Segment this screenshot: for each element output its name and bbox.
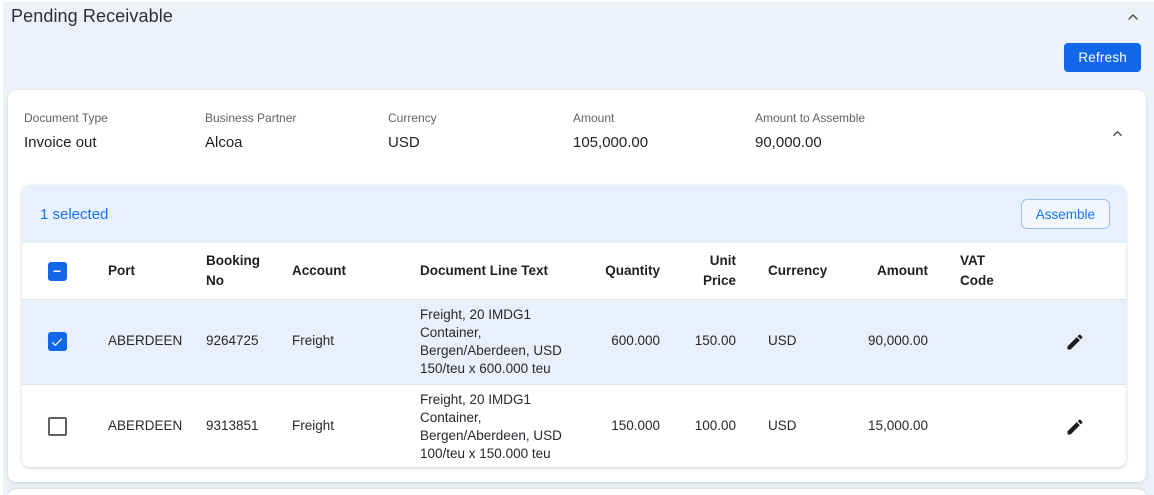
field-label: Business Partner <box>205 111 297 125</box>
table-row[interactable]: ABERDEEN 9264725 Freight Freight, 20 IMD… <box>22 299 1126 384</box>
table-header-row: Port Booking No Account Document Line Te… <box>22 243 1126 300</box>
field-value: Alcoa <box>205 134 243 151</box>
field-label: Currency <box>388 111 437 125</box>
document-lines-section: 1 selected Assemble Port Booking No <box>22 185 1126 467</box>
chevron-up-icon <box>1128 14 1138 20</box>
assemble-button[interactable]: Assemble <box>1020 199 1110 229</box>
field-label: Amount <box>573 111 615 125</box>
field-value: USD <box>388 134 420 151</box>
cell-currency: USD <box>752 383 851 467</box>
header-actions <box>1024 243 1126 300</box>
cell-port: ABERDEEN <box>108 333 183 349</box>
cell-vat-code <box>944 299 1024 384</box>
pencil-icon <box>1067 333 1083 349</box>
cell-currency: USD <box>768 333 797 349</box>
card-collapse-button[interactable] <box>1106 122 1128 144</box>
cell-line-text: Freight, 20 IMDG1 Container, Bergen/Aber… <box>404 383 578 467</box>
field-value: 90,000.00 <box>755 134 822 151</box>
cell-vat-code <box>944 383 1024 467</box>
header-line-text: Document Line Text <box>404 243 578 300</box>
field-value: 105,000.00 <box>573 134 649 151</box>
cell-amount: 15,000.00 <box>851 383 944 467</box>
header-account: Account <box>276 243 404 300</box>
lines-table: Port Booking No Account Document Line Te… <box>22 243 1126 467</box>
panel-collapse-button[interactable] <box>1122 6 1144 28</box>
field-value: Invoice out <box>24 134 97 151</box>
next-panel-top-edge <box>8 489 1146 495</box>
refresh-button[interactable]: Refresh <box>1064 43 1141 72</box>
header-unit-price: Unit Price <box>676 243 752 300</box>
edit-row-button[interactable] <box>1059 326 1091 358</box>
header-currency: Currency <box>752 243 851 300</box>
select-all-checkbox[interactable] <box>47 261 67 281</box>
selection-toolbar: 1 selected Assemble <box>22 185 1126 243</box>
field-label: Document Type <box>24 111 108 125</box>
header-port: Port <box>92 243 190 300</box>
field-amount: Amount 105,000.00 <box>573 111 755 151</box>
cell-booking-no: 9264725 <box>206 333 259 349</box>
cell-unit-price: 100.00 <box>676 383 752 467</box>
cell-unit-price: 150.00 <box>694 333 736 349</box>
header-quantity: Quantity <box>578 243 676 300</box>
field-currency: Currency USD <box>388 111 573 151</box>
cell-account: Freight <box>276 383 404 467</box>
header-amount: Amount <box>851 243 944 300</box>
edit-row-button[interactable] <box>1059 411 1091 443</box>
chevron-up-icon <box>1112 130 1122 136</box>
document-summary: Document Type Invoice out Business Partn… <box>8 90 1146 185</box>
top-edge-divider <box>0 0 1154 2</box>
table-row[interactable]: ABERDEEN 9313851 Freight Freight, 20 IMD… <box>22 383 1126 467</box>
checkmark-icon <box>51 337 63 346</box>
cell-quantity: 150.000 <box>578 383 676 467</box>
pending-receivable-card: Document Type Invoice out Business Partn… <box>8 90 1146 482</box>
indeterminate-icon <box>53 270 61 273</box>
cell-line-text: Freight, 20 IMDG1 Container, Bergen/Aber… <box>420 306 562 376</box>
pencil-icon <box>1067 418 1083 434</box>
field-label: Amount to Assemble <box>755 111 866 125</box>
cell-port: ABERDEEN <box>92 383 190 467</box>
field-amount-to-assemble: Amount to Assemble 90,000.00 <box>755 111 1130 151</box>
field-business-partner: Business Partner Alcoa <box>205 111 388 151</box>
row-checkbox-checked[interactable] <box>47 332 67 351</box>
field-document-type: Document Type Invoice out <box>24 111 205 151</box>
selection-count: 1 selected <box>40 205 109 223</box>
left-edge-divider <box>0 0 3 495</box>
page-title: Pending Receivable <box>11 6 173 26</box>
cell-amount: 90,000.00 <box>867 333 928 349</box>
cell-booking-no: 9313851 <box>190 383 276 467</box>
cell-account: Freight <box>292 333 335 349</box>
row-checkbox-unchecked[interactable] <box>47 417 67 436</box>
header-vat-code: VAT Code <box>944 243 1024 300</box>
header-booking-no: Booking No <box>190 243 276 300</box>
cell-quantity: 600.000 <box>611 333 660 349</box>
